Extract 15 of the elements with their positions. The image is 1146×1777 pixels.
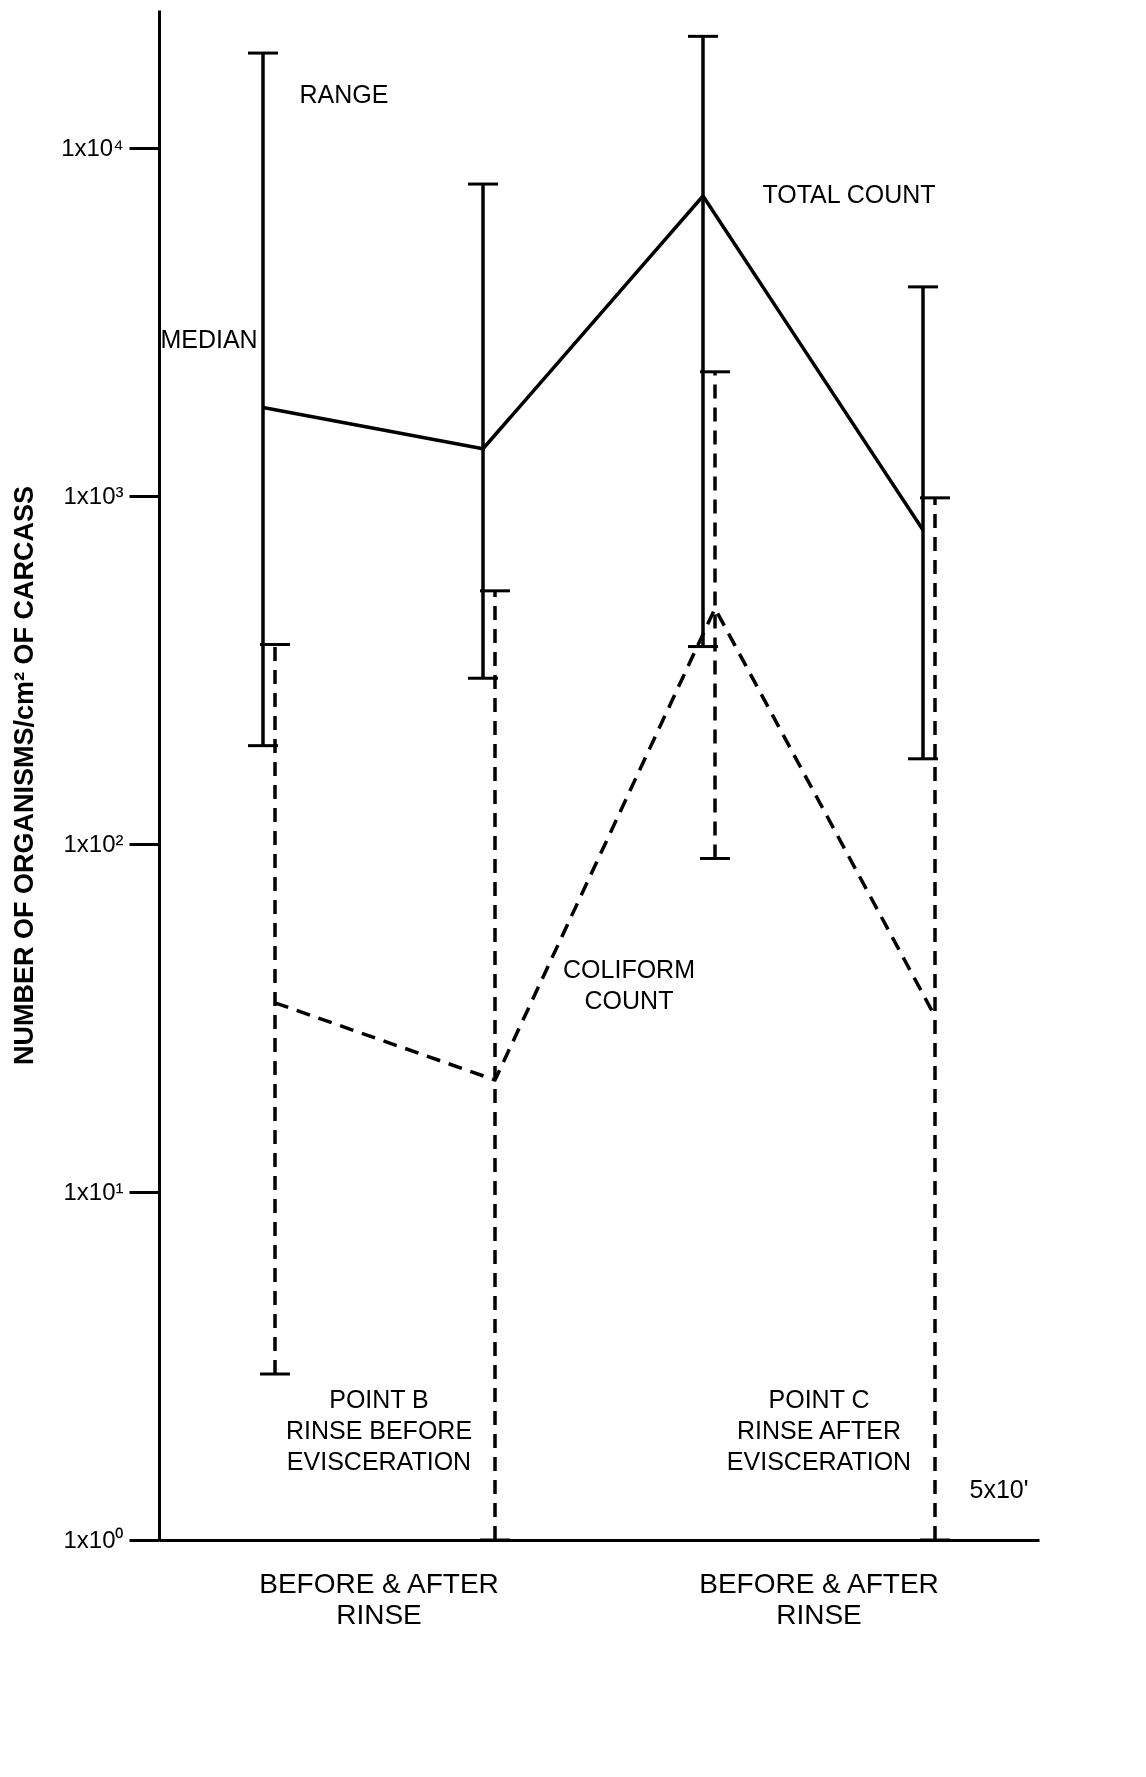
- annotation: RANGE: [299, 80, 389, 108]
- y-tick-label: 1x10³: [63, 481, 124, 509]
- y-tick-label: 1x10²: [63, 829, 124, 857]
- text: BEFORE & AFTER RINSE: [699, 1568, 939, 1630]
- annotation: POINT C RINSE AFTER EVISCERATION: [726, 1385, 912, 1475]
- text: BEFORE & AFTER RINSE: [259, 1568, 499, 1630]
- y-tick-label: 1x10⁰: [63, 1525, 124, 1553]
- y-axis-title: NUMBER OF ORGANISMS/cm² OF CARCASS: [9, 485, 40, 1066]
- annotation: 5x10': [969, 1475, 1029, 1503]
- annotation: MEDIAN: [160, 325, 258, 353]
- annotation: COLIFORM COUNT: [563, 955, 695, 1014]
- annotation: POINT B RINSE BEFORE EVISCERATION: [285, 1385, 473, 1475]
- y-tick-label: 1x10⁴: [61, 133, 124, 161]
- annotation: TOTAL COUNT: [762, 180, 936, 208]
- y-tick-label: 1x10¹: [63, 1177, 124, 1205]
